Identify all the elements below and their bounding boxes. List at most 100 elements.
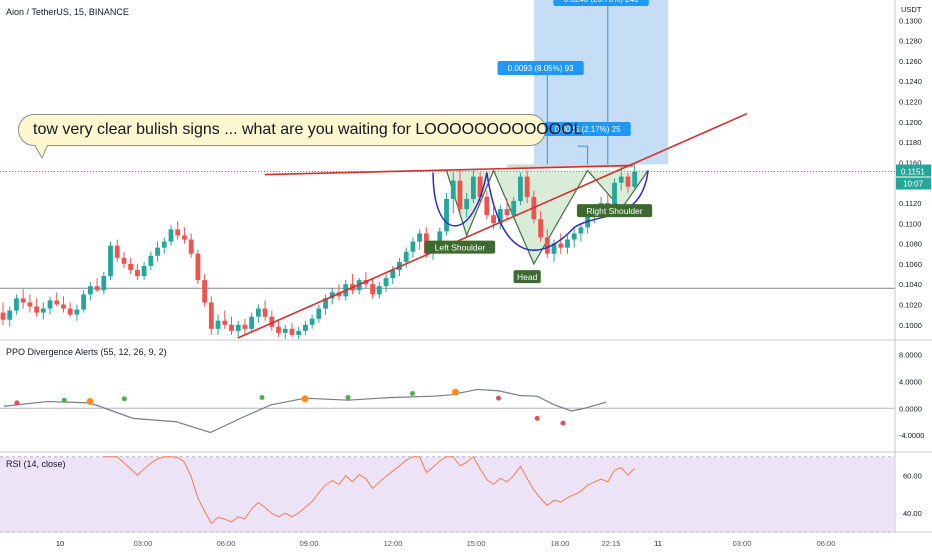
candle-body bbox=[182, 235, 187, 240]
candle-body bbox=[471, 176, 476, 199]
candle-body bbox=[175, 229, 181, 236]
candle-body bbox=[618, 176, 624, 183]
candle-body bbox=[255, 308, 261, 317]
callout-annotation: tow very clear bulish signs ... what are… bbox=[18, 114, 583, 146]
candle-body bbox=[101, 276, 107, 291]
countdown-badge bbox=[896, 177, 931, 190]
ppo-title: PPO Divergence Alerts (55, 12, 26, 9, 2) bbox=[6, 347, 167, 357]
ppo-marker bbox=[121, 396, 127, 402]
candle-body bbox=[370, 284, 375, 295]
candle-body bbox=[289, 328, 295, 335]
time-tick-label: 22:15 bbox=[602, 539, 621, 548]
projection-label-bg bbox=[544, 121, 631, 136]
candle-body bbox=[511, 200, 517, 216]
candle-body bbox=[128, 263, 134, 270]
candle-body bbox=[202, 280, 207, 303]
candle-body bbox=[558, 243, 564, 248]
price-tick-label: 0.1020 bbox=[899, 300, 922, 309]
price-tick-label: 0.1220 bbox=[899, 97, 922, 106]
rsi-tick-label: 40.00 bbox=[903, 509, 922, 518]
candle-body bbox=[235, 324, 241, 331]
candle-body bbox=[242, 324, 248, 329]
candle-body bbox=[114, 245, 120, 258]
pattern-label: Head bbox=[517, 272, 538, 282]
time-tick-label: 06:00 bbox=[817, 539, 836, 548]
projection-label-bg bbox=[497, 61, 584, 76]
candle-body bbox=[168, 229, 174, 242]
time-tick-label: 11 bbox=[654, 539, 662, 548]
candle-body bbox=[27, 302, 33, 307]
time-tick-label: 03:00 bbox=[733, 539, 752, 548]
rsi-line bbox=[103, 455, 636, 525]
candle-body bbox=[497, 209, 503, 224]
price-tick-label: 0.1200 bbox=[899, 118, 922, 127]
projection-label: 0.0025 (2.17%) 25 bbox=[555, 125, 621, 134]
callout-tail bbox=[33, 144, 49, 160]
candle-body bbox=[20, 298, 26, 303]
candle-body bbox=[208, 302, 214, 329]
candle-body bbox=[81, 294, 87, 310]
price-axis-bg bbox=[895, 0, 932, 550]
pattern-label: Left Shoulder bbox=[435, 243, 486, 253]
price-tick-label: 0.1260 bbox=[899, 57, 922, 66]
candle-body bbox=[383, 278, 389, 287]
candle-body bbox=[403, 251, 409, 262]
ppo-marker bbox=[496, 395, 501, 401]
trendline-neckline bbox=[264, 164, 633, 176]
candle-body bbox=[296, 330, 302, 335]
last-price-badge bbox=[896, 164, 931, 177]
candle-body bbox=[14, 298, 19, 311]
ppo-tick-label: 8.0000 bbox=[899, 350, 922, 359]
candle-body bbox=[188, 239, 194, 254]
candle-body bbox=[390, 269, 396, 279]
candle-body bbox=[323, 298, 328, 309]
candle-body bbox=[376, 286, 382, 295]
candle-body bbox=[578, 227, 584, 234]
ppo-marker bbox=[560, 420, 566, 426]
candle-body bbox=[195, 253, 201, 281]
candle-body bbox=[538, 219, 543, 238]
price-tick-label: 0.1060 bbox=[899, 260, 922, 269]
price-tick-label: 0.1040 bbox=[899, 280, 922, 289]
candle-body bbox=[7, 310, 13, 320]
trendline-rising-support bbox=[237, 112, 748, 339]
countdown-label: 10:07 bbox=[903, 180, 924, 189]
time-tick-label: 18:00 bbox=[551, 539, 570, 548]
last-price-label: 0.1151 bbox=[901, 168, 925, 177]
candle-body bbox=[229, 324, 234, 331]
candle-body bbox=[309, 318, 315, 325]
candle-body bbox=[303, 324, 308, 331]
pattern-fill bbox=[446, 170, 649, 264]
candle-body bbox=[612, 182, 617, 208]
candle-body bbox=[282, 328, 288, 333]
rsi-band bbox=[0, 456, 895, 532]
candle-body bbox=[249, 316, 255, 329]
candle-body bbox=[74, 309, 80, 315]
candle-body bbox=[625, 176, 631, 187]
candle-body bbox=[437, 231, 443, 244]
candle-body bbox=[551, 243, 557, 254]
rsi-tick-label: 60.00 bbox=[903, 472, 922, 481]
candle-body bbox=[632, 171, 638, 187]
price-tick-label: 0.1000 bbox=[899, 321, 922, 330]
candle-body bbox=[222, 320, 228, 325]
pattern-label-bg bbox=[513, 270, 541, 284]
candle-body bbox=[155, 247, 160, 256]
projection-label-bg bbox=[553, 0, 649, 7]
time-tick-label: 09:00 bbox=[300, 539, 319, 548]
candle-body bbox=[571, 233, 577, 240]
candle-body bbox=[518, 176, 523, 201]
ppo-marker bbox=[259, 395, 265, 401]
candle-body bbox=[0, 312, 6, 320]
price-tick-label: 0.1180 bbox=[899, 138, 921, 147]
candle-body bbox=[34, 306, 39, 313]
rsi-title: RSI (14, close) bbox=[6, 459, 66, 469]
candle-body bbox=[47, 300, 53, 309]
candle-body bbox=[121, 257, 127, 264]
candle-body bbox=[484, 196, 490, 216]
candle-body bbox=[336, 292, 342, 297]
ppo-tick-label: 4.0000 bbox=[899, 377, 922, 386]
candle-body bbox=[444, 198, 449, 232]
